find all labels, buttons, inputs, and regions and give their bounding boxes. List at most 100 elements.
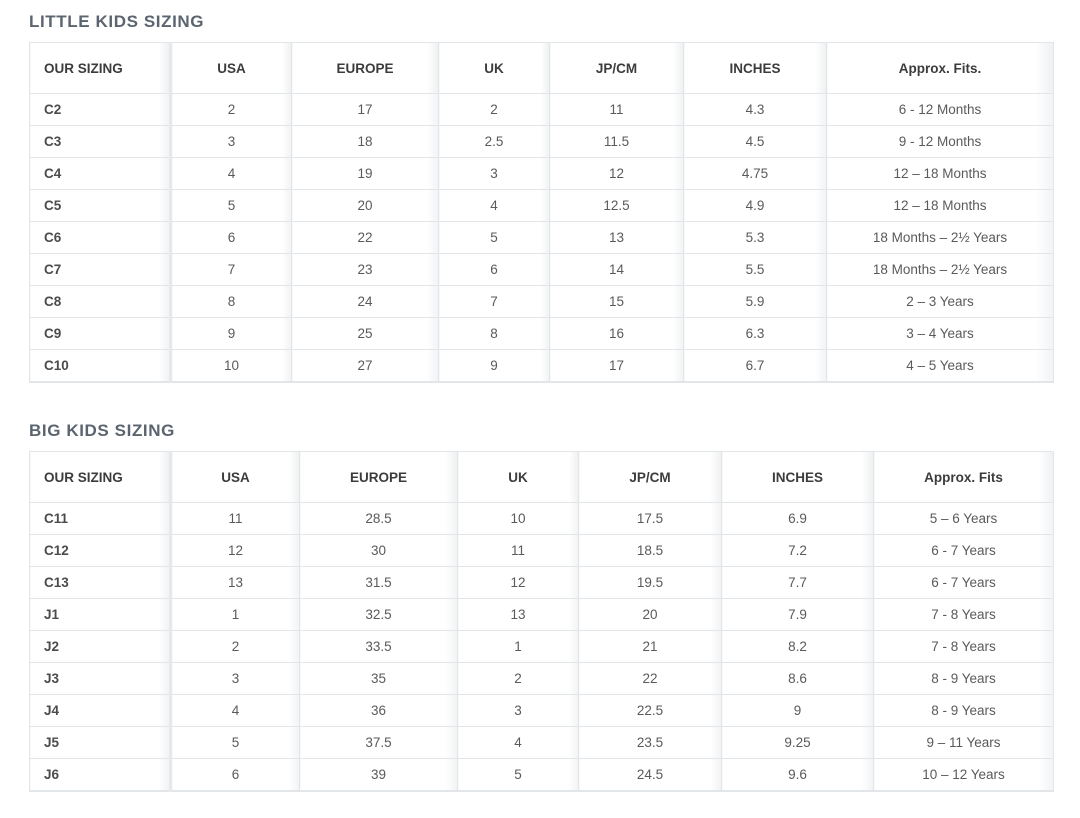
table-row: C7 7 23 6 14 5.5 18 Months – 2½ Years bbox=[29, 253, 1054, 286]
cell-europe: 24 bbox=[291, 285, 439, 318]
cell-europe: 25 bbox=[291, 317, 439, 350]
big-kids-size-table: OUR SIZING USA EUROPE UK JP/CM INCHES Approx. … bbox=[29, 451, 1054, 792]
cell-europe: 27 bbox=[291, 349, 439, 383]
table-header-row: OUR SIZING USA EUROPE UK JP/CM INCHES Approx. … bbox=[29, 42, 1054, 94]
cell-usa: 12 bbox=[170, 534, 300, 567]
cell-approx-fits: 10 – 12 Years bbox=[873, 758, 1054, 792]
cell-approx-fits: 2 – 3 Years bbox=[826, 285, 1054, 318]
cell-usa: 5 bbox=[170, 726, 300, 759]
cell-inches: 5.9 bbox=[683, 285, 827, 318]
table-row: J5 5 37.5 4 23.5 9.25 9 – 11 Years bbox=[29, 726, 1054, 759]
cell-approx-fits: 8 - 9 Years bbox=[873, 694, 1054, 727]
size-code-cell: C8 bbox=[29, 285, 172, 318]
size-code-cell: C9 bbox=[29, 317, 172, 350]
cell-inches: 6.3 bbox=[683, 317, 827, 350]
cell-approx-fits: 12 – 18 Months bbox=[826, 157, 1054, 190]
cell-europe: 35 bbox=[299, 662, 458, 695]
cell-inches: 7.9 bbox=[721, 598, 874, 631]
cell-inches: 9.6 bbox=[721, 758, 874, 792]
cell-uk: 3 bbox=[457, 694, 579, 727]
cell-uk: 4 bbox=[457, 726, 579, 759]
table-row: C10 10 27 9 17 6.7 4 – 5 Years bbox=[29, 349, 1054, 383]
column-header-jp-cm: JP/CM bbox=[549, 42, 684, 94]
size-code-cell: C12 bbox=[29, 534, 172, 567]
cell-uk: 1 bbox=[457, 630, 579, 663]
column-header-europe: EUROPE bbox=[299, 451, 458, 503]
cell-usa: 8 bbox=[170, 285, 292, 318]
size-code-cell: J1 bbox=[29, 598, 172, 631]
cell-usa: 9 bbox=[170, 317, 292, 350]
cell-approx-fits: 6 - 12 Months bbox=[826, 93, 1054, 126]
table-row: J1 1 32.5 13 20 7.9 7 - 8 Years bbox=[29, 598, 1054, 631]
cell-approx-fits: 5 – 6 Years bbox=[873, 502, 1054, 535]
column-header-usa: USA bbox=[170, 451, 300, 503]
column-header-approx-fits: Approx. Fits bbox=[873, 451, 1054, 503]
column-header-uk: UK bbox=[457, 451, 579, 503]
size-code-cell: C4 bbox=[29, 157, 172, 190]
cell-uk: 11 bbox=[457, 534, 579, 567]
table-row: C3 3 18 2.5 11.5 4.5 9 - 12 Months bbox=[29, 125, 1054, 158]
cell-inches: 5.5 bbox=[683, 253, 827, 286]
cell-approx-fits: 9 – 11 Years bbox=[873, 726, 1054, 759]
cell-uk: 2 bbox=[438, 93, 550, 126]
cell-usa: 6 bbox=[170, 758, 300, 792]
cell-europe: 23 bbox=[291, 253, 439, 286]
cell-jp-cm: 19.5 bbox=[578, 566, 722, 599]
cell-europe: 22 bbox=[291, 221, 439, 254]
cell-usa: 2 bbox=[170, 93, 292, 126]
cell-uk: 12 bbox=[457, 566, 579, 599]
little-kids-title: LITTLE KIDS SIZING bbox=[29, 12, 205, 31]
table-row: C13 13 31.5 12 19.5 7.7 6 - 7 Years bbox=[29, 566, 1054, 599]
size-code-cell: C7 bbox=[29, 253, 172, 286]
cell-inches: 7.2 bbox=[721, 534, 874, 567]
cell-europe: 39 bbox=[299, 758, 458, 792]
cell-approx-fits: 8 - 9 Years bbox=[873, 662, 1054, 695]
cell-approx-fits: 4 – 5 Years bbox=[826, 349, 1054, 383]
cell-approx-fits: 9 - 12 Months bbox=[826, 125, 1054, 158]
cell-jp-cm: 21 bbox=[578, 630, 722, 663]
cell-uk: 5 bbox=[438, 221, 550, 254]
column-header-inches: INCHES bbox=[683, 42, 827, 94]
cell-jp-cm: 14 bbox=[549, 253, 684, 286]
cell-usa: 13 bbox=[170, 566, 300, 599]
size-code-cell: C2 bbox=[29, 93, 172, 126]
cell-uk: 13 bbox=[457, 598, 579, 631]
big-kids-title: BIG KIDS SIZING bbox=[29, 421, 175, 440]
size-code-cell: C6 bbox=[29, 221, 172, 254]
cell-jp-cm: 17 bbox=[549, 349, 684, 383]
cell-jp-cm: 23.5 bbox=[578, 726, 722, 759]
table-row: C4 4 19 3 12 4.75 12 – 18 Months bbox=[29, 157, 1054, 190]
cell-usa: 2 bbox=[170, 630, 300, 663]
cell-jp-cm: 20 bbox=[578, 598, 722, 631]
cell-usa: 10 bbox=[170, 349, 292, 383]
size-code-cell: C3 bbox=[29, 125, 172, 158]
cell-inches: 4.75 bbox=[683, 157, 827, 190]
table-row: C9 9 25 8 16 6.3 3 – 4 Years bbox=[29, 317, 1054, 350]
cell-jp-cm: 12.5 bbox=[549, 189, 684, 222]
cell-jp-cm: 15 bbox=[549, 285, 684, 318]
table-row: C2 2 17 2 11 4.3 6 - 12 Months bbox=[29, 93, 1054, 126]
column-header-europe: EUROPE bbox=[291, 42, 439, 94]
column-header-our-sizing: OUR SIZING bbox=[29, 451, 172, 503]
cell-inches: 7.7 bbox=[721, 566, 874, 599]
size-code-cell: C10 bbox=[29, 349, 172, 383]
cell-inches: 4.9 bbox=[683, 189, 827, 222]
size-code-cell: C13 bbox=[29, 566, 172, 599]
cell-jp-cm: 11.5 bbox=[549, 125, 684, 158]
cell-jp-cm: 16 bbox=[549, 317, 684, 350]
cell-inches: 6.9 bbox=[721, 502, 874, 535]
cell-europe: 32.5 bbox=[299, 598, 458, 631]
cell-usa: 4 bbox=[170, 694, 300, 727]
cell-europe: 28.5 bbox=[299, 502, 458, 535]
cell-uk: 5 bbox=[457, 758, 579, 792]
cell-approx-fits: 6 - 7 Years bbox=[873, 566, 1054, 599]
size-code-cell: J6 bbox=[29, 758, 172, 792]
cell-europe: 18 bbox=[291, 125, 439, 158]
cell-usa: 4 bbox=[170, 157, 292, 190]
cell-inches: 4.3 bbox=[683, 93, 827, 126]
table-row: C12 12 30 11 18.5 7.2 6 - 7 Years bbox=[29, 534, 1054, 567]
column-header-uk: UK bbox=[438, 42, 550, 94]
cell-approx-fits: 12 – 18 Months bbox=[826, 189, 1054, 222]
little-kids-size-table: OUR SIZING USA EUROPE UK JP/CM INCHES Approx. … bbox=[29, 42, 1054, 383]
cell-europe: 31.5 bbox=[299, 566, 458, 599]
